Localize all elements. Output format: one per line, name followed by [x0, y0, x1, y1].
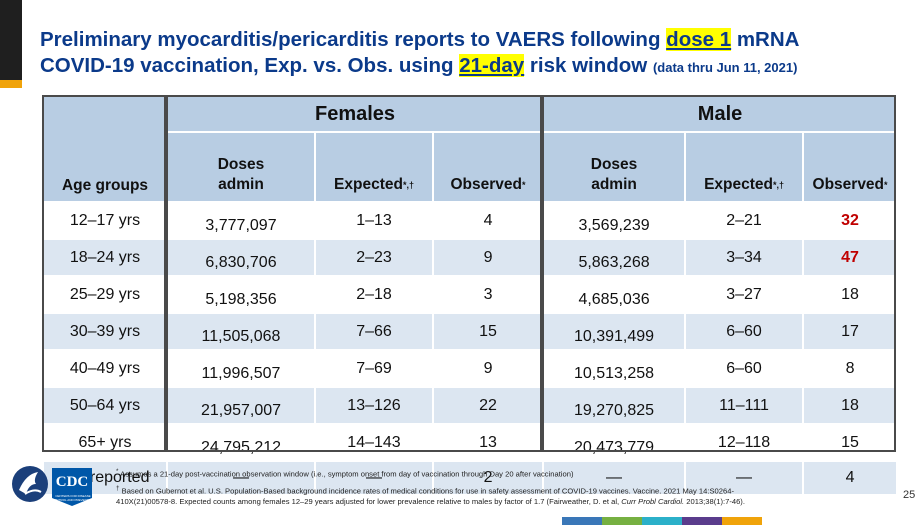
footer-color-bar-5	[722, 517, 762, 525]
age-groups-header: Age groups	[42, 95, 168, 203]
table-row: 12–17 yrs 3,777,097 1–13 4 3,569,239 2–2…	[42, 201, 899, 240]
age-cell: 18–24 yrs	[42, 238, 168, 277]
female-doses-cell: —	[166, 460, 316, 496]
male-expected-cell: 3–27	[684, 275, 805, 314]
females-header: Females	[165, 95, 545, 133]
female-expected-cell: —	[314, 460, 434, 496]
female-observed-cell: 4	[431, 201, 545, 240]
footnote-1: * Assumes a 21-day post-vaccination obse…	[116, 468, 574, 479]
male-doses-header: Doses admin	[542, 131, 687, 203]
male-doses-cell: 10,513,258	[542, 349, 687, 388]
footer-color-bar-3	[642, 517, 682, 525]
female-observed-header: Observed*	[431, 131, 545, 203]
female-expected-cell: 7–66	[314, 312, 434, 351]
age-cell: 50–64 yrs	[42, 386, 168, 425]
male-expected-header: Expected*,†	[684, 131, 805, 203]
female-doses-cell: 24,795,212	[166, 423, 316, 462]
female-doses-cell: 5,198,356	[166, 275, 316, 314]
male-observed-cell: 4	[802, 460, 899, 496]
cdc-logo: CDC CENTERS FOR DISEASE CONTROL AND PREVE…	[10, 460, 97, 510]
table-row: 30–39 yrs 11,505,068 7–66 15 10,391,499 …	[42, 312, 899, 351]
male-observed-cell: 15	[802, 423, 899, 462]
age-cell: 40–49 yrs	[42, 349, 168, 388]
title-highlight-window: 21-day	[459, 54, 525, 77]
data-table-container: Age groups Females Male Doses admin Expec…	[42, 95, 899, 496]
male-doses-cell: —	[542, 460, 687, 496]
male-doses-cell: 5,863,268	[542, 238, 687, 277]
male-observed-cell: 18	[802, 275, 899, 314]
title-data-note: (data thru Jun 11, 2021)	[652, 60, 798, 75]
footnote-2: † Based on Gubernot et al. U.S. Populati…	[116, 484, 745, 507]
table-row: 25–29 yrs 5,198,356 2–18 3 4,685,036 3–2…	[42, 275, 899, 314]
female-observed-cell: 2	[431, 460, 545, 496]
male-expected-cell: 3–34	[684, 238, 805, 277]
table-row: 40–49 yrs 11,996,507 7–69 9 10,513,258 6…	[42, 349, 899, 388]
cdc-logo-text: CDC	[55, 474, 89, 490]
female-doses-cell: 11,996,507	[166, 349, 316, 388]
myocarditis-table: Age groups Females Male Doses admin Expec…	[42, 95, 899, 496]
male-expected-cell: 6–60	[684, 349, 805, 388]
female-observed-cell: 3	[431, 275, 545, 314]
title-text-2: mRNA	[731, 28, 800, 51]
female-observed-cell: 22	[431, 386, 545, 425]
male-expected-cell: 11–111	[684, 386, 805, 425]
male-doses-cell: 20,473,779	[542, 423, 687, 462]
footer-color-bar-2	[602, 517, 642, 525]
male-expected-cell: 12–118	[684, 423, 805, 462]
age-cell: 65+ yrs	[42, 423, 168, 462]
female-doses-cell: 11,505,068	[166, 312, 316, 351]
hhs-eagle-icon	[12, 466, 92, 506]
table-row: 18–24 yrs 6,830,706 2–23 9 5,863,268 3–3…	[42, 238, 899, 277]
female-expected-cell: 2–18	[314, 275, 434, 314]
title-text-1: Preliminary myocarditis/pericarditis rep…	[40, 28, 667, 51]
male-expected-cell: 6–60	[684, 312, 805, 351]
page-number: 25	[903, 489, 916, 501]
footnotes: * Assumes a 21-day post-vaccination obse…	[116, 466, 896, 507]
male-observed-cell: 8	[802, 349, 899, 388]
female-expected-cell: 1–13	[314, 201, 434, 240]
age-cell: 12–17 yrs	[42, 201, 168, 240]
male-doses-cell: 10,391,499	[542, 312, 687, 351]
male-observed-cell: 47	[802, 238, 899, 277]
male-doses-cell: 19,270,825	[542, 386, 687, 425]
female-expected-cell: 13–126	[314, 386, 434, 425]
table-row: 50–64 yrs 21,957,007 13–126 22 19,270,82…	[42, 386, 899, 425]
female-expected-header: Expected*,†	[314, 131, 434, 203]
male-observed-cell: 18	[802, 386, 899, 425]
title-text-4: risk window	[524, 54, 648, 77]
table-row: 65+ yrs 24,795,212 14–143 13 20,473,779 …	[42, 423, 899, 462]
male-expected-cell: 2–21	[684, 201, 805, 240]
female-expected-cell: 7–69	[314, 349, 434, 388]
female-expected-cell: 14–143	[314, 423, 434, 462]
slide-title: Preliminary myocarditis/pericarditis rep…	[40, 27, 910, 81]
female-observed-cell: 13	[431, 423, 545, 462]
male-expected-cell: —	[684, 460, 805, 496]
male-doses-cell: 4,685,036	[542, 275, 687, 314]
male-doses-cell: 3,569,239	[542, 201, 687, 240]
male-observed-header: Observed*	[802, 131, 899, 203]
male-observed-cell: 17	[802, 312, 899, 351]
female-observed-cell: 9	[431, 238, 545, 277]
title-highlight-dose: dose 1	[666, 28, 732, 51]
slide-sidebar-accent	[0, 80, 22, 88]
title-text-3: COVID-19 vaccination, Exp. vs. Obs. usin…	[40, 54, 460, 77]
female-doses-cell: 21,957,007	[166, 386, 316, 425]
slide-sidebar-dark	[0, 0, 22, 80]
female-doses-cell: 6,830,706	[166, 238, 316, 277]
female-doses-cell: 3,777,097	[166, 201, 316, 240]
male-observed-cell: 32	[802, 201, 899, 240]
female-observed-cell: 15	[431, 312, 545, 351]
age-cell: 25–29 yrs	[42, 275, 168, 314]
male-header: Male	[542, 95, 899, 133]
female-observed-cell: 9	[431, 349, 545, 388]
cdc-logo-caption: CENTERS FOR DISEASE CONTROL AND PREVENTIO…	[52, 494, 94, 502]
footer-color-bar-1	[562, 517, 602, 525]
footer-color-bar-4	[682, 517, 722, 525]
female-doses-header: Doses admin	[166, 131, 316, 203]
age-cell: 30–39 yrs	[42, 312, 168, 351]
female-expected-cell: 2–23	[314, 238, 434, 277]
